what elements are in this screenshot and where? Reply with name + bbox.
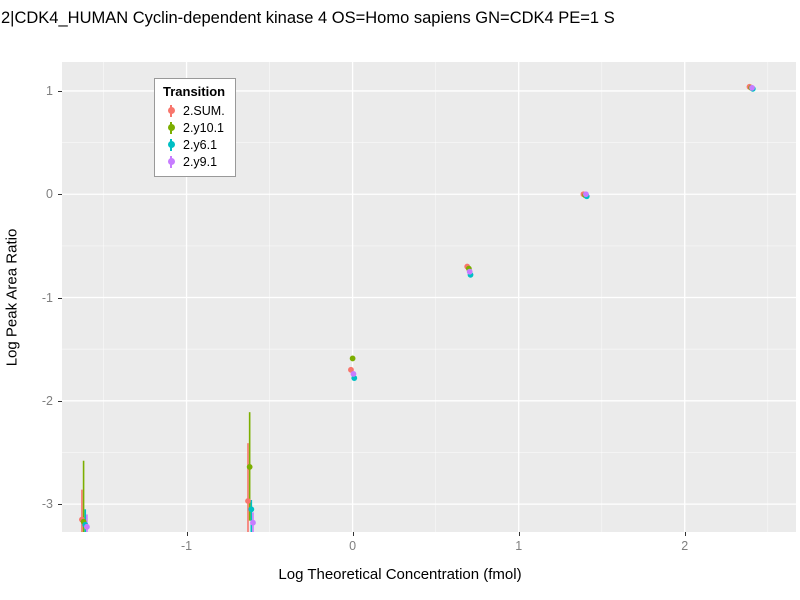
y-tick-label: -3 xyxy=(41,497,53,512)
legend-item-label: 2.y9.1 xyxy=(183,154,218,169)
y-tick-label: -2 xyxy=(41,393,53,408)
x-tick-label: 1 xyxy=(515,539,523,553)
legend-key-icon xyxy=(163,103,179,119)
y-tick-mark xyxy=(58,194,62,196)
legend-item: 2.y6.1 xyxy=(163,136,225,153)
x-tick-mark xyxy=(518,532,520,536)
plot-panel: Transition 2.SUM. 2.y10.1 2.y6.1 2.y9.1 xyxy=(62,62,796,532)
y-tick-label: 1 xyxy=(46,83,53,98)
legend-item-label: 2.SUM. xyxy=(183,103,225,118)
legend-item: 2.y9.1 xyxy=(163,153,225,170)
x-tick-mark xyxy=(684,532,686,536)
y-tick-mark xyxy=(58,504,62,506)
y-axis-label: Log Peak Area Ratio xyxy=(3,228,21,367)
legend-key-icon xyxy=(163,120,179,136)
legend-key-dot xyxy=(167,124,175,131)
data-point xyxy=(248,506,255,513)
legend-item-label: 2.y10.1 xyxy=(183,120,225,135)
legend: Transition 2.SUM. 2.y10.1 2.y6.1 2.y9.1 xyxy=(154,78,237,177)
legend-item: 2.SUM. xyxy=(163,102,225,119)
legend-key-icon xyxy=(163,137,179,153)
x-tick-label: 0 xyxy=(349,539,357,553)
data-point xyxy=(749,84,755,91)
legend-title: Transition xyxy=(163,84,226,99)
legend-item-label: 2.y6.1 xyxy=(183,137,218,152)
data-point xyxy=(245,498,251,504)
x-tick-label: 2 xyxy=(681,539,689,553)
data-point xyxy=(349,355,356,362)
x-tick-mark xyxy=(352,532,354,536)
x-tick-mark xyxy=(186,532,188,536)
x-axis-label: Log Theoretical Concentration (fmol) xyxy=(278,566,522,583)
legend-item: 2.y10.1 xyxy=(163,119,225,136)
legend-key-icon xyxy=(163,154,179,170)
x-tick-label: -1 xyxy=(180,539,193,553)
data-point xyxy=(583,191,589,198)
data-point xyxy=(84,523,90,530)
legend-key-dot xyxy=(167,107,175,114)
data-point xyxy=(250,519,256,526)
chart-title: 2|CDK4_HUMAN Cyclin-dependent kinase 4 O… xyxy=(1,9,615,27)
data-point xyxy=(246,464,253,470)
plot-canvas xyxy=(62,62,796,532)
y-tick-label: -1 xyxy=(41,290,53,305)
data-point xyxy=(466,268,473,275)
y-tick-label: 0 xyxy=(46,187,53,202)
data-point xyxy=(350,371,357,377)
legend-key-dot xyxy=(167,158,175,165)
y-tick-mark xyxy=(58,90,62,92)
y-tick-mark xyxy=(58,297,62,299)
y-tick-mark xyxy=(58,400,62,402)
legend-items: 2.SUM. 2.y10.1 2.y6.1 2.y9.1 xyxy=(163,102,225,170)
legend-key-dot xyxy=(167,141,175,148)
